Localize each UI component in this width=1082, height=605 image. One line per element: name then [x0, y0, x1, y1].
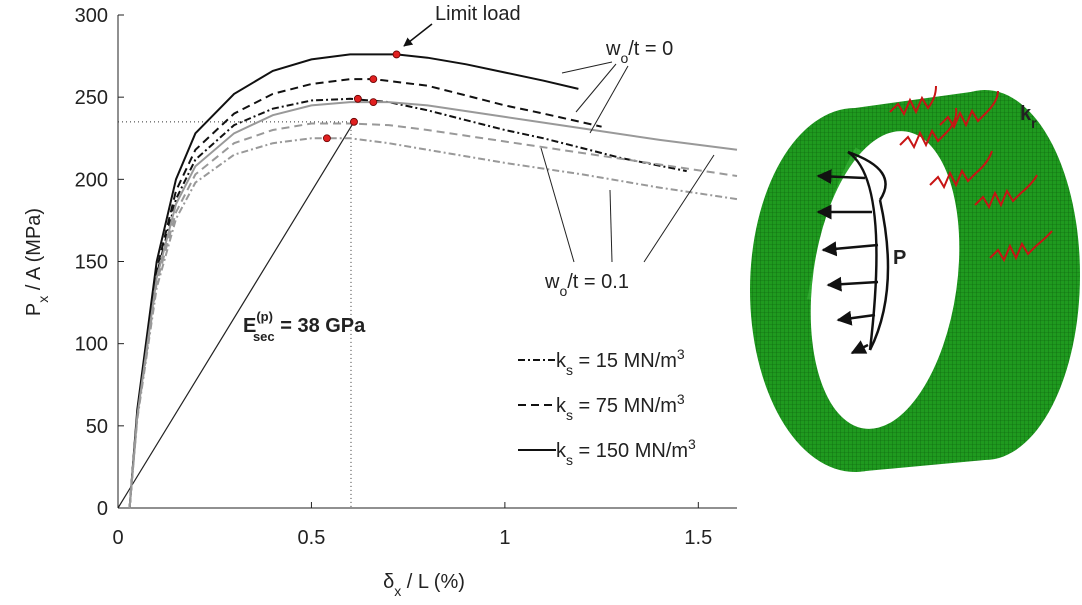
imperfect-zero-label-text: /t = 0 — [628, 38, 673, 60]
x-axis-label-base: δ — [383, 571, 394, 593]
y-tick-label: 50 — [86, 416, 108, 438]
spring-label-sub: r — [1031, 115, 1037, 131]
y-tick-label: 300 — [75, 5, 108, 27]
imperfect-one-label: wo/t = 0.1 — [544, 271, 629, 299]
leader-line — [610, 190, 612, 262]
limit-point — [370, 99, 377, 106]
legend-label-text: = 150 MN/m — [573, 440, 688, 462]
x-tick-label: 1 — [499, 527, 510, 549]
x-tick-label: 1.5 — [684, 527, 712, 549]
limit-point — [323, 135, 330, 142]
y-axis-label-text: / A (MPa) — [23, 208, 45, 296]
y-axis-label-sub: x — [35, 296, 51, 303]
imperfect-zero-label-sub: o — [620, 50, 628, 66]
legend-label: ks = 15 MN/m3 — [556, 346, 685, 378]
x-axis-label-sub: x — [394, 583, 401, 599]
load-label: P — [893, 247, 906, 269]
x-axis-label: δx / L (%) — [383, 571, 465, 599]
y-tick-label: 100 — [75, 334, 108, 356]
secant-modulus-label: E(p)sec = 38 GPa — [243, 309, 366, 344]
legend-label-sub: s — [566, 362, 573, 378]
imperfect-zero-label-base: w — [605, 38, 621, 60]
imperfect-one-label-text: /t = 0.1 — [567, 271, 629, 293]
y-tick-label: 250 — [75, 87, 108, 109]
limit-load-label: Limit load — [435, 3, 521, 25]
legend-label-sup: 3 — [677, 391, 685, 407]
legend-label-sub: s — [566, 407, 573, 423]
leader-line — [644, 155, 714, 262]
figure: 05010015020025030000.511.5δx / L (%)Px /… — [0, 0, 1082, 605]
imperfect-one-label-sub: o — [559, 283, 567, 299]
limit-point — [350, 118, 357, 125]
limit-load-arrow — [404, 24, 432, 46]
limit-point — [393, 51, 400, 58]
legend-label: ks = 150 MN/m3 — [556, 436, 696, 468]
limit-point — [370, 76, 377, 83]
legend-label-text: = 15 MN/m — [573, 350, 677, 372]
legend-label-text: = 75 MN/m — [573, 395, 677, 417]
y-tick-label: 150 — [75, 252, 108, 274]
legend-label-sup: 3 — [677, 346, 685, 362]
legend-label: ks = 75 MN/m3 — [556, 391, 685, 423]
legend-label-sub: s — [566, 452, 573, 468]
leader-line — [562, 62, 612, 73]
y-axis-label: Px / A (MPa) — [23, 208, 51, 316]
leader-line — [576, 64, 616, 112]
secant-modulus-text: = 38 GPa — [275, 315, 366, 337]
curve — [130, 79, 602, 508]
y-tick-label: 200 — [75, 169, 108, 191]
x-tick-label: 0 — [112, 527, 123, 549]
leader-line — [590, 66, 628, 133]
secant-modulus-sup: (p) — [256, 309, 273, 324]
y-tick-label: 0 — [97, 498, 108, 520]
legend-label-sup: 3 — [688, 436, 696, 452]
y-axis-label-base: P — [23, 303, 45, 316]
limit-point — [354, 95, 361, 102]
imperfect-zero-label: wo/t = 0 — [605, 38, 673, 66]
secant-modulus-sub: sec — [253, 329, 275, 344]
x-tick-label: 0.5 — [298, 527, 326, 549]
imperfect-one-label-base: w — [544, 271, 560, 293]
ring-model — [750, 86, 1080, 472]
leader-line — [541, 148, 574, 262]
x-axis-label-text: / L (%) — [401, 571, 465, 593]
